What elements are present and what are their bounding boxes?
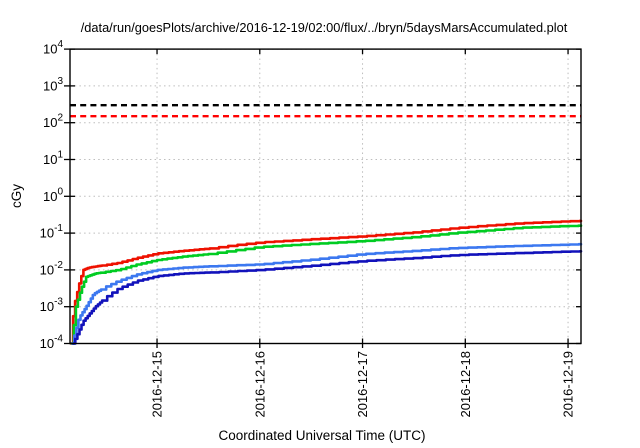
series-line-green: [70, 224, 583, 345]
y-tick-label: 10-2: [40, 260, 64, 278]
y-tick-label: 100: [43, 186, 63, 204]
x-tick-label: 2016-12-16: [252, 351, 267, 418]
y-tick-label: 10-3: [40, 297, 64, 315]
series-line-dark-blue: [72, 250, 583, 345]
x-tick-label: 2016-12-15: [150, 351, 165, 418]
y-tick-label: 102: [43, 113, 63, 131]
x-axis-label: Coordinated Universal Time (UTC): [218, 428, 425, 443]
y-tick-label: 104: [43, 39, 63, 57]
chart-title: /data/run/goesPlots/archive/2016-12-19/0…: [81, 20, 568, 35]
x-tick-label: 2016-12-17: [355, 351, 370, 418]
series-line-light-blue: [71, 242, 583, 345]
y-tick-label: 10-4: [40, 334, 64, 352]
series-line-red: [69, 219, 583, 345]
y-tick-label: 101: [43, 150, 63, 168]
y-axis-label: cGy: [9, 184, 24, 208]
x-tick-label: 2016-12-18: [458, 351, 473, 418]
y-tick-label: 103: [43, 76, 63, 94]
plot-border: [69, 48, 582, 345]
y-tick-label: 10-1: [40, 223, 64, 241]
x-tick-label: 2016-12-19: [561, 351, 576, 418]
